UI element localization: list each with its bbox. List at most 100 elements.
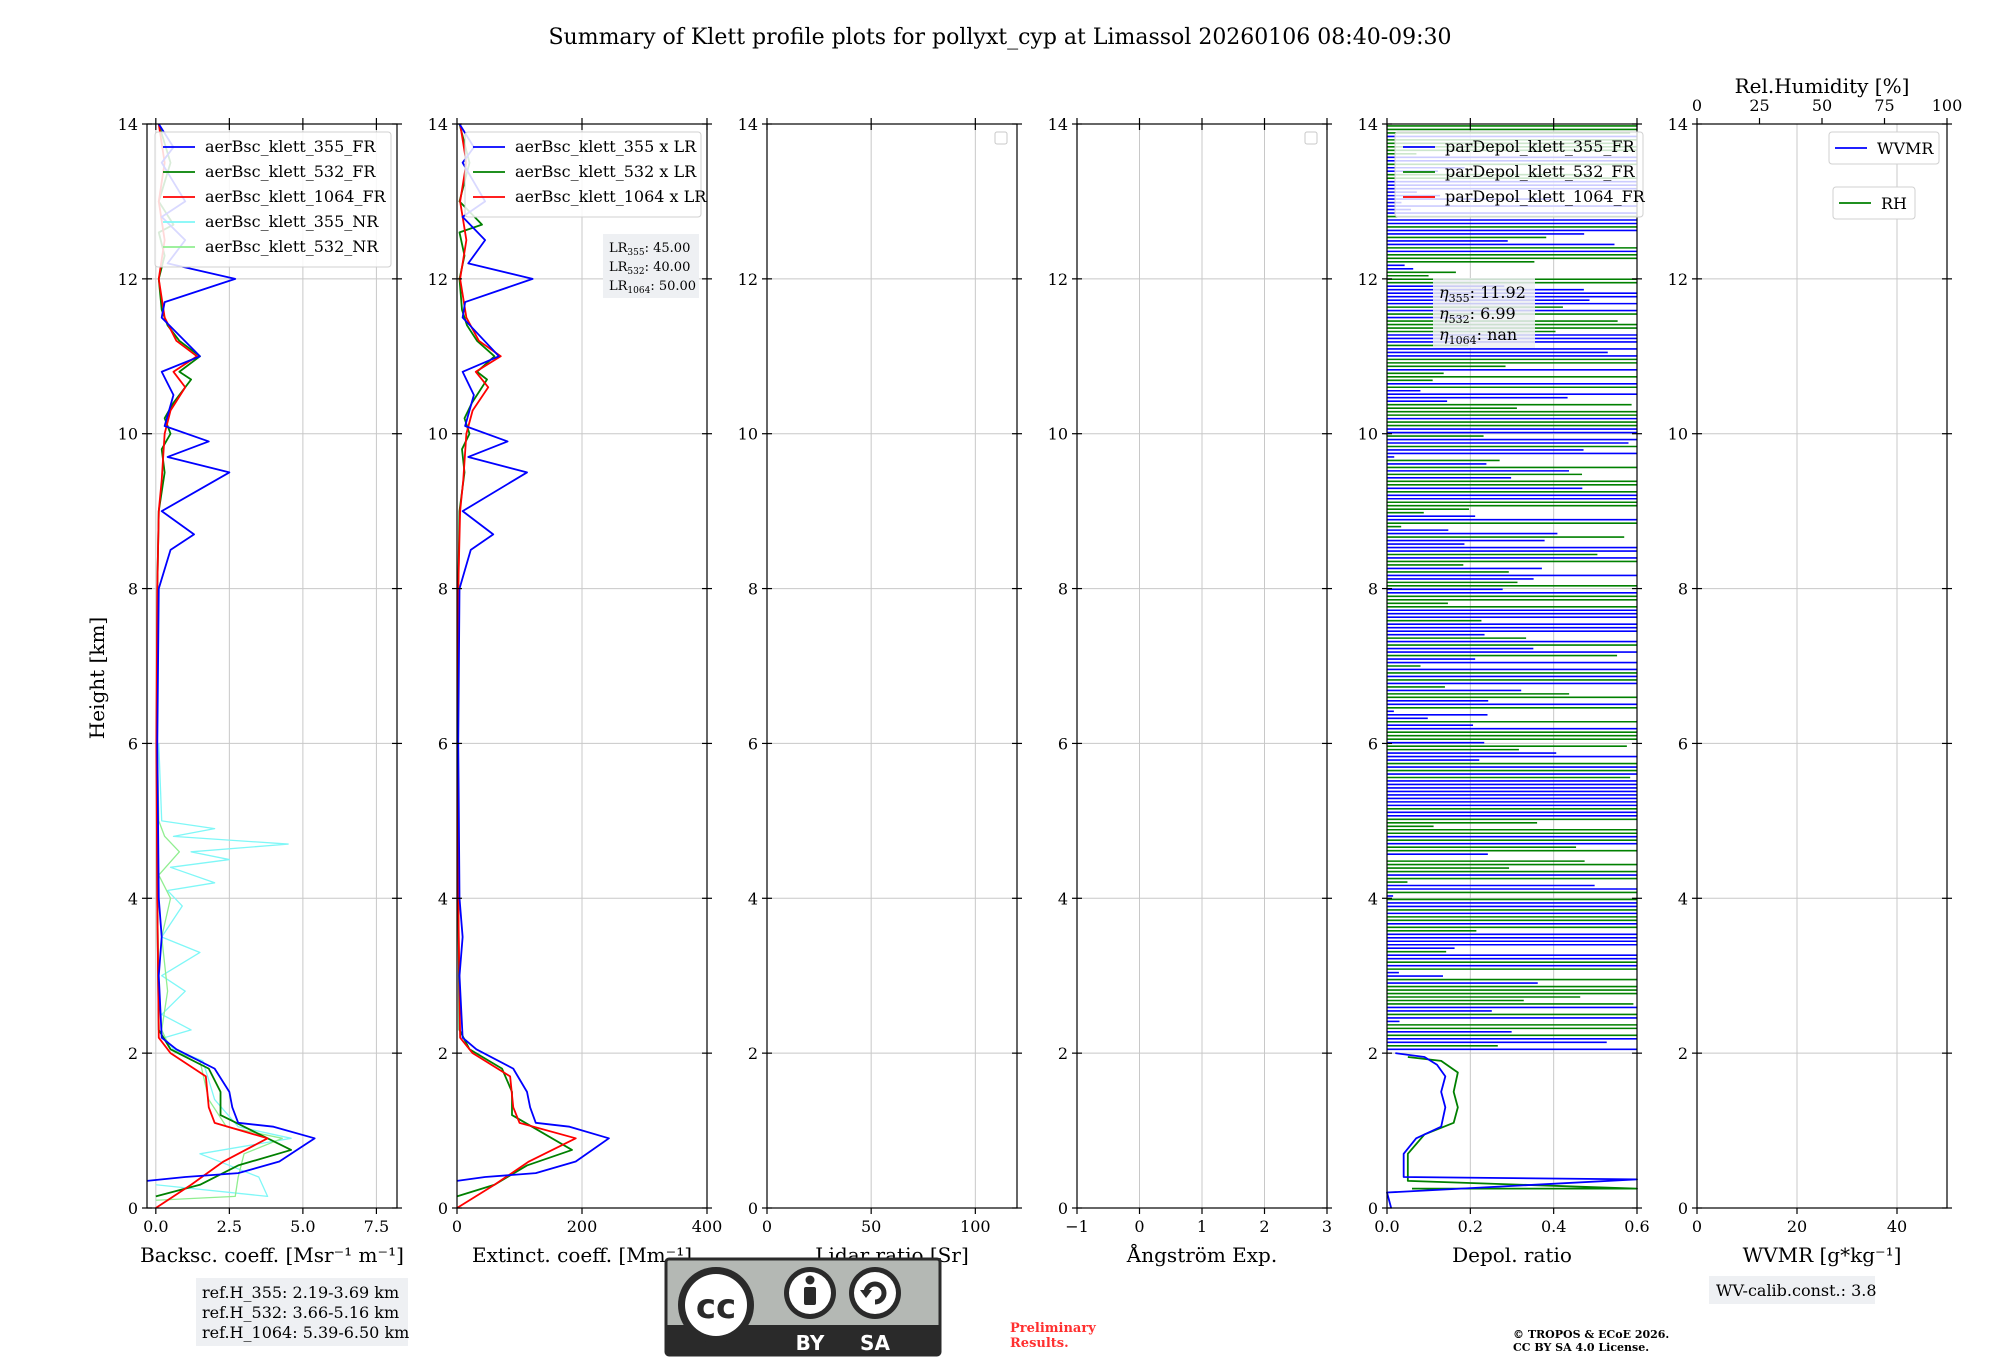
y-tick-label: 2	[748, 1044, 758, 1063]
lidar-ratio-value: LR355: 45.00	[609, 241, 690, 258]
y-tick-label: 14	[1358, 115, 1378, 134]
y-tick-label: 0	[438, 1199, 448, 1218]
y-tick-label: 14	[1668, 115, 1688, 134]
y-tick-label: 4	[438, 889, 448, 908]
y-tick-label: 14	[428, 115, 448, 134]
x-tick-label: 0.6	[1624, 1217, 1649, 1236]
y-tick-label: 4	[1368, 889, 1378, 908]
x-tick-label: 200	[567, 1217, 598, 1236]
ref-height-1064: ref.H_1064: 5.39-6.50 km	[202, 1323, 409, 1342]
legend-label: aerBsc_klett_532 x LR	[515, 162, 697, 181]
plot-frame	[766, 123, 1018, 1209]
top-x-tick-label: 100	[1932, 96, 1963, 115]
legend-label: aerBsc_klett_355_NR	[205, 212, 379, 231]
series-line-aerBsc_klett_355_NR	[155, 743, 292, 1198]
plot-frame	[1386, 123, 1638, 1209]
y-tick-label: 2	[438, 1044, 448, 1063]
x-tick-label: 400	[692, 1217, 723, 1236]
y-tick-label: 6	[438, 734, 448, 753]
y-tick-label: 0	[1678, 1199, 1688, 1218]
top-x-tick-label: 0	[1692, 96, 1702, 115]
legend-label: aerBsc_klett_355_FR	[205, 137, 376, 156]
legend-label: WVMR	[1877, 139, 1934, 158]
y-tick-label: 6	[128, 734, 138, 753]
y-tick-label: 4	[128, 889, 138, 908]
legend-box	[1394, 131, 1644, 218]
cc-by-label: BY	[796, 1331, 825, 1355]
y-tick-label: 8	[128, 580, 138, 599]
series-line-aerBsc_klett_355 x LR	[456, 123, 610, 1182]
legend-box	[464, 131, 702, 218]
legend-label: aerBsc_klett_532_FR	[205, 162, 376, 181]
legend-label: RH	[1881, 194, 1907, 213]
empty-legend-box	[1304, 131, 1318, 145]
x-axis-label: Extinct. coeff. [Mm⁻¹]	[472, 1243, 692, 1267]
legend-box	[154, 131, 392, 268]
y-tick-label: 6	[748, 734, 758, 753]
legend-label: aerBsc_klett_1064_FR	[205, 187, 387, 206]
legend-label: aerBsc_klett_355 x LR	[515, 137, 697, 156]
series-line-aerBsc_klett_532_FR	[155, 123, 293, 1198]
y-tick-label: 6	[1678, 734, 1688, 753]
y-tick-label: 14	[118, 115, 138, 134]
eta-value: η1064: nan	[1439, 325, 1517, 347]
panel-depol: 0 2 4 6 8 10 12 14 0.0 0.2 0.4 0.6 Depol. ratio parDe…	[1358, 115, 1650, 1267]
series-line-aerBsc_klett_1064 x LR	[456, 123, 577, 1209]
y-tick-label: 8	[1368, 580, 1378, 599]
y-tick-label: 10	[1358, 425, 1378, 444]
x-tick-label: 0	[452, 1217, 462, 1236]
x-axis-label: Ångström Exp.	[1126, 1242, 1277, 1267]
x-axis-label: Depol. ratio	[1452, 1243, 1572, 1267]
x-tick-label: 0.0	[1374, 1217, 1399, 1236]
y-tick-label: 8	[748, 580, 758, 599]
svg-text:cc: cc	[696, 1287, 736, 1327]
cc-by-sa-logo: cc BY SA	[664, 1257, 942, 1357]
x-tick-label: 2	[1259, 1217, 1269, 1236]
depol-noise-traces	[1387, 125, 1637, 1051]
y-tick-label: 10	[1668, 425, 1688, 444]
y-tick-label: 14	[1048, 115, 1068, 134]
lidar-ratio-box	[603, 234, 699, 298]
x-tick-label: 0.0	[143, 1217, 168, 1236]
y-tick-label: 10	[428, 425, 448, 444]
y-tick-label: 2	[1678, 1044, 1688, 1063]
y-tick-label: 14	[738, 115, 758, 134]
x-tick-label: 5.0	[290, 1217, 315, 1236]
preliminary-line-1: Preliminary	[1010, 1321, 1096, 1336]
x-tick-label: 0	[762, 1217, 772, 1236]
top-x-tick-label: 75	[1874, 96, 1894, 115]
plot-frame	[1696, 123, 1948, 1209]
ref-heights-box: ref.H_355: 2.19-3.69 km ref.H_532: 3.66-…	[196, 1278, 409, 1346]
top-x-tick-label: 25	[1749, 96, 1769, 115]
series-line-aerBsc_klett_532_NR	[155, 743, 283, 1201]
series-line-aerBsc_klett_1064_FR	[155, 123, 269, 1209]
y-tick-label: 8	[438, 580, 448, 599]
lidar-ratio-value: LR532: 40.00	[609, 260, 690, 277]
y-tick-label: 12	[428, 270, 448, 289]
legend-label: parDepol_klett_1064_FR	[1445, 187, 1646, 206]
eta-value: η532: 6.99	[1439, 304, 1516, 326]
y-tick-label: 2	[1368, 1044, 1378, 1063]
x-tick-label: 3	[1322, 1217, 1332, 1236]
x-tick-label: 0.2	[1458, 1217, 1483, 1236]
y-tick-label: 10	[118, 425, 138, 444]
y-tick-label: 8	[1058, 580, 1068, 599]
panel-backscatter: 0 2 4 6 8 10 12 14 0.0 2.5 5.0 7.5 Backsc. coeff. [M…	[118, 115, 404, 1267]
cc-sa-label: SA	[860, 1331, 890, 1355]
y-tick-label: 0	[748, 1199, 758, 1218]
y-tick-label: 8	[1678, 580, 1688, 599]
y-tick-label: 4	[1678, 889, 1688, 908]
y-axis-label: Height [km]	[85, 617, 109, 739]
x-tick-label: 50	[861, 1217, 881, 1236]
x-tick-label: 7.5	[364, 1217, 389, 1236]
legend-label: parDepol_klett_355_FR	[1445, 137, 1636, 156]
ref-height-355: ref.H_355: 2.19-3.69 km	[202, 1283, 399, 1302]
y-tick-label: 6	[1368, 734, 1378, 753]
y-tick-label: 12	[1668, 270, 1688, 289]
eta-box	[1433, 278, 1535, 348]
top-x-tick-label: 50	[1812, 96, 1832, 115]
preliminary-line-2: Results.	[1010, 1336, 1069, 1351]
